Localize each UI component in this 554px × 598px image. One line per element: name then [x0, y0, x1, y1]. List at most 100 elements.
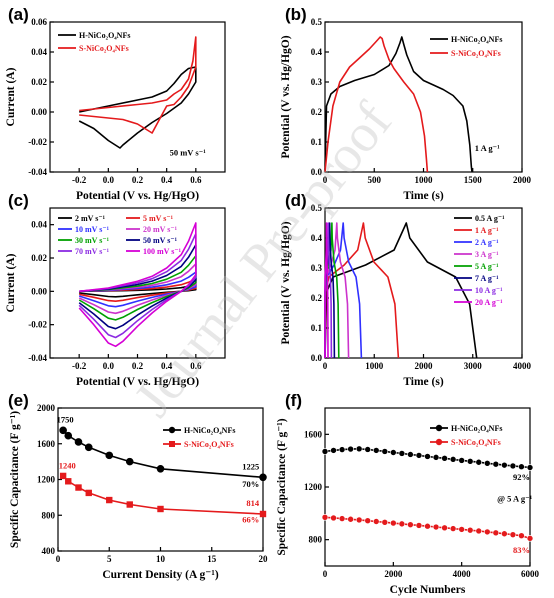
legend-label: 20 A g⁻¹	[475, 298, 503, 307]
data-point	[259, 510, 267, 518]
data-point	[85, 489, 92, 497]
x-tick-label: 0.4	[161, 361, 173, 371]
y-tick-label: 0.3	[311, 263, 323, 273]
data-point	[259, 473, 267, 482]
data-point	[501, 461, 508, 469]
data-point	[64, 431, 73, 440]
y-tick-label: 0.4	[311, 233, 323, 243]
y-tick-label: 0.04	[31, 220, 47, 230]
data-point	[441, 524, 448, 532]
y-tick-label: 0.1	[311, 323, 323, 333]
x-tick-label: 4000	[513, 361, 532, 371]
y-tick-label: 1200	[304, 482, 323, 492]
x-axis-label: Time (s)	[403, 376, 444, 388]
data-point	[424, 453, 431, 460]
annotation: 92%	[513, 472, 530, 482]
legend-label: 50 mV s⁻¹	[143, 236, 178, 245]
legend-label: H-NiCo₂O₄NFs	[451, 35, 502, 44]
panel-label: (e)	[8, 391, 29, 410]
x-tick-label: 0	[323, 361, 328, 371]
data-point	[84, 443, 93, 452]
data-point	[526, 535, 534, 542]
y-tick-label: 0.3	[311, 77, 323, 87]
data-point	[492, 460, 500, 468]
x-tick-label: 2000	[384, 569, 403, 579]
data-point	[75, 484, 82, 491]
data-point	[483, 528, 491, 536]
series-line	[324, 36, 473, 173]
x-tick-label: 15	[207, 554, 217, 564]
legend-marker	[168, 426, 176, 434]
annotation: 1240	[59, 460, 76, 470]
legend-label: 30 mV s⁻¹	[75, 236, 110, 245]
y-tick-label: 0.2	[311, 107, 323, 117]
annotation: 1750	[57, 415, 74, 425]
data-point	[398, 450, 406, 457]
data-point	[106, 496, 113, 504]
x-tick-label: 0	[323, 175, 328, 185]
data-point	[407, 521, 414, 528]
x-tick-label: 5	[107, 554, 112, 564]
y-axis-label: Specific Capacitance (F g⁻¹)	[9, 411, 21, 548]
data-point	[432, 454, 440, 461]
x-tick-label: -0.2	[72, 361, 87, 371]
x-axis-label: Current Density (A g⁻¹)	[102, 569, 218, 581]
y-tick-label: 2000	[37, 403, 56, 413]
chart-panel-3: (c) -0.2 0.0 0.2 0.4 0.6 -0.04 -0.02 0.00 0.02 0.0…	[5, 191, 226, 388]
x-tick-label: 6000	[521, 569, 540, 579]
data-point	[518, 532, 525, 540]
legend-marker	[169, 441, 175, 447]
y-tick-label: 0.02	[31, 77, 47, 87]
data-point	[372, 447, 380, 454]
chart-panel-4: (d) 0 1000 2000 3000 4000 0.0 0.1 0.2 0.3 0.4 0.5 Ti…	[280, 191, 532, 388]
legend-label: S-NiCo₂O₄NFs	[451, 438, 501, 447]
y-tick-label: -0.04	[28, 167, 47, 177]
y-axis-label: Specific Capacitance (F g⁻¹)	[276, 418, 288, 555]
annotation: 1225	[242, 462, 259, 472]
annotation: 50 mV s⁻¹	[170, 148, 207, 158]
legend-label: 0.5 A g⁻¹	[475, 214, 505, 223]
x-tick-label: 20	[259, 554, 269, 564]
data-point	[105, 451, 114, 460]
x-tick-label: 4000	[453, 569, 472, 579]
y-tick-label: 0.02	[31, 253, 47, 263]
data-point	[347, 445, 354, 453]
x-tick-label: 10	[156, 554, 166, 564]
y-tick-label: 800	[42, 510, 56, 520]
data-point	[347, 515, 354, 523]
data-point	[355, 445, 363, 453]
data-point	[156, 464, 165, 473]
legend-label: 10 mV s⁻¹	[75, 225, 110, 234]
series-line	[324, 36, 429, 173]
data-point	[407, 451, 414, 458]
chart-panel-6: (f) 0 2000 4000 6000 800 1200 1600 Cycle Numbers…	[276, 391, 540, 596]
x-tick-label: 0.0	[103, 175, 115, 185]
y-tick-label: -0.02	[28, 320, 47, 330]
data-point	[509, 531, 517, 538]
legend-label: 1 A g⁻¹	[475, 226, 499, 235]
panel-label: (b)	[285, 5, 307, 24]
chart-panel-5: (e) 0 5 10 15 20 400 800 1200 1600 2000 Current Den…	[8, 391, 268, 581]
data-point	[126, 501, 133, 508]
panel-label: (d)	[285, 191, 307, 210]
y-tick-label: 0.0	[311, 167, 323, 177]
panel-label: (a)	[8, 5, 29, 24]
data-point	[398, 520, 406, 528]
cv-curve	[78, 255, 197, 321]
series-line	[79, 36, 197, 134]
data-point	[432, 523, 440, 531]
legend-label: H-NiCo₂O₄NFs	[79, 31, 130, 40]
data-point	[338, 515, 346, 522]
data-point	[125, 457, 134, 466]
panel-label: (f)	[285, 391, 302, 410]
x-tick-label: 0.2	[132, 175, 144, 185]
x-tick-label: 2000	[513, 175, 532, 185]
legend-marker	[435, 424, 443, 432]
data-point	[492, 529, 500, 537]
legend-marker	[435, 438, 443, 446]
y-tick-label: 0.0	[311, 353, 323, 363]
data-point	[449, 525, 457, 532]
data-point	[441, 454, 448, 462]
annotation: 70%	[242, 479, 259, 489]
